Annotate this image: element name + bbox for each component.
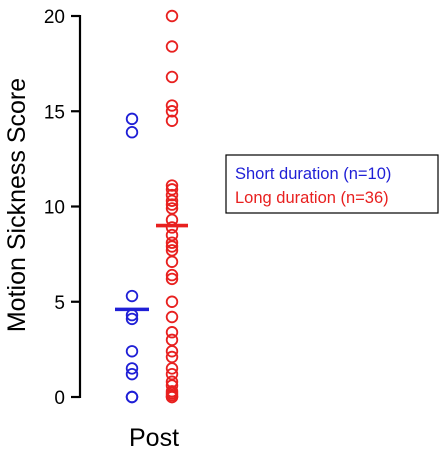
data-point [165,255,179,268]
data-point [125,112,139,126]
data-point [165,385,179,398]
data-point [165,326,179,339]
data-point [125,312,139,326]
y-tick-label: 5 [54,293,65,314]
data-point [165,350,179,364]
data-point [165,236,179,249]
data-point [165,179,179,192]
data-point [165,268,179,282]
data-point [165,70,179,84]
legend-box [225,154,439,214]
y-tick-label: 20 [44,7,65,28]
data-point [165,188,179,202]
data-point [165,375,179,388]
data-point [165,213,179,227]
data-point [165,295,179,308]
data-point [165,333,179,347]
mean-markers [115,223,188,312]
data-point [165,202,179,215]
data-point [125,390,139,404]
data-point [165,272,179,286]
data-point [125,345,139,358]
data-point [125,126,139,139]
data-point [165,198,179,211]
data-point [165,114,179,127]
data-point [165,99,179,112]
legend-entry-short: Short duration (n=10) [235,165,391,183]
x-category-label: Post [129,424,179,452]
data-point [165,228,179,242]
data-point [125,367,139,381]
data-point [165,367,179,381]
data-point [125,289,139,303]
data-point [165,221,179,234]
data-points [125,9,179,404]
y-axis-label: Motion Sickness Score [3,78,31,332]
data-point [165,9,179,23]
legend: Short duration (n=10) Long duration (n=3… [225,154,439,214]
data-point [165,244,179,257]
y-tick-label: 15 [44,102,65,123]
data-point [165,40,179,53]
y-axis-ticks: 0 5 10 15 20 [44,7,80,409]
y-tick-label: 10 [44,198,65,219]
data-point [165,310,179,324]
data-point [165,105,179,118]
data-point [165,183,179,196]
y-tick-label: 0 [54,388,65,409]
legend-entry-long: Long duration (n=36) [235,189,389,207]
data-point [125,362,139,375]
